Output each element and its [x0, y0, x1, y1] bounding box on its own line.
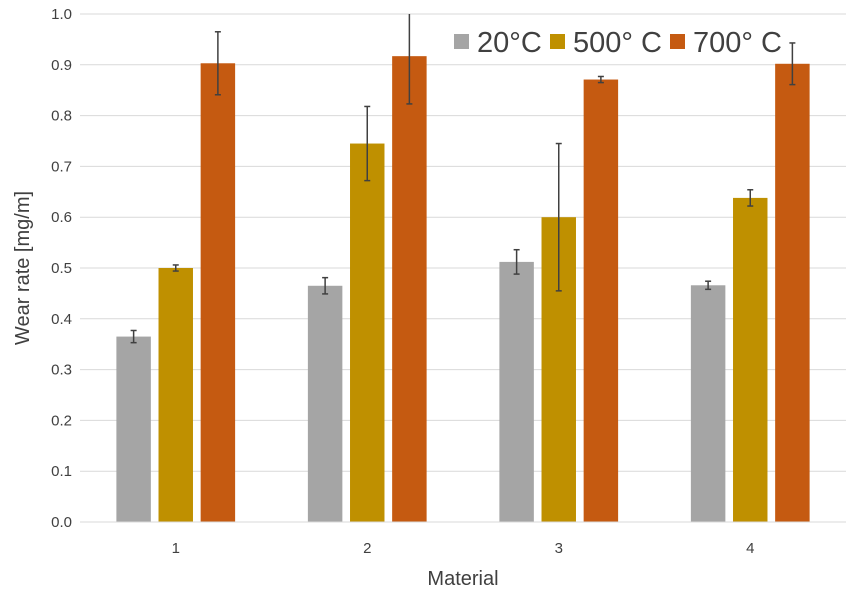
bar	[116, 336, 151, 522]
gridlines	[80, 13, 846, 472]
error-bar	[214, 31, 221, 96]
x-tick-labels: 1 2 3 4	[172, 540, 755, 557]
x-tick-label: 3	[555, 540, 563, 557]
bar	[350, 143, 385, 523]
bar	[733, 197, 768, 522]
bars	[116, 56, 810, 523]
y-tick-label: 0.9	[51, 57, 72, 74]
legend-swatch	[550, 34, 565, 49]
legend: 20°C 500° C 700° C	[454, 27, 782, 59]
bar	[583, 79, 619, 523]
error-bar	[406, 14, 413, 105]
error-bar	[130, 329, 137, 344]
legend-swatch	[454, 34, 469, 49]
bar	[392, 56, 427, 522]
legend-item: 500° C	[550, 27, 662, 59]
error-bar	[513, 248, 520, 275]
legend-label: 500° C	[573, 27, 662, 59]
y-tick-label: 0.0	[51, 514, 72, 531]
x-tick-label: 4	[746, 540, 754, 557]
bar	[690, 285, 726, 522]
error-bar	[789, 42, 796, 86]
x-tick-label: 1	[172, 540, 180, 557]
error-bar	[364, 105, 371, 182]
bar	[499, 261, 534, 522]
error-bar	[597, 75, 604, 84]
y-tick-label: 0.2	[51, 412, 72, 429]
y-tick-label: 0.6	[51, 209, 72, 226]
x-axis-title: Material	[427, 568, 498, 590]
y-tick-label: 1.0	[51, 6, 72, 23]
error-bar	[747, 189, 754, 207]
x-tick-label: 2	[363, 540, 371, 557]
y-axis-title: Wear rate [mg/m]	[12, 191, 34, 345]
bar	[200, 63, 236, 522]
y-tick-label: 0.4	[51, 311, 72, 328]
bar	[775, 63, 810, 523]
y-tick-label: 0.1	[51, 463, 72, 480]
error-bar	[172, 264, 179, 272]
legend-label: 20°C	[477, 27, 542, 59]
error-bar	[555, 142, 562, 292]
y-tick-label: 0.3	[51, 362, 72, 379]
error-bar	[322, 276, 329, 295]
y-tick-label: 0.7	[51, 158, 72, 175]
legend-swatch	[670, 34, 685, 49]
bar	[158, 268, 193, 522]
bar	[307, 285, 343, 522]
legend-item: 700° C	[670, 27, 782, 59]
error-bar	[705, 280, 712, 291]
error-bars	[130, 14, 796, 344]
y-tick-label: 0.5	[51, 260, 72, 277]
y-tick-labels: 0.0 0.1 0.2 0.3 0.4 0.5 0.6 0.7 0.8 0.9 1.0	[51, 6, 72, 531]
y-tick-label: 0.8	[51, 108, 72, 125]
legend-item: 20°C	[454, 27, 542, 59]
legend-label: 700° C	[693, 27, 782, 59]
